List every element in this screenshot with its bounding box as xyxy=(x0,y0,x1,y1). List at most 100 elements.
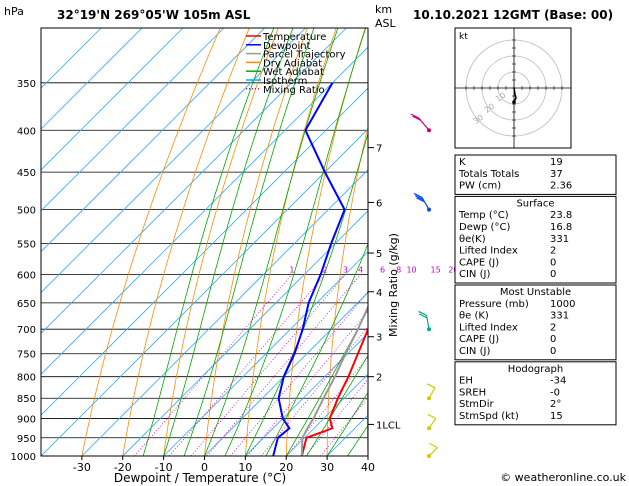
surface-row-value: 0 xyxy=(550,257,556,268)
sounding-datetime: 10.10.2021 12GMT (Base: 00) xyxy=(413,8,613,22)
surface-title: Surface xyxy=(516,198,554,209)
surface-row-value: 2 xyxy=(550,246,556,257)
legend-label: Dry Adiabat xyxy=(263,58,322,69)
indices-row-label: PW (cm) xyxy=(459,181,501,192)
pressure-tick-label: 350 xyxy=(17,79,36,90)
wet-adiabat-line xyxy=(285,308,368,456)
wet-adiabat-line xyxy=(204,28,339,456)
surface-row-label: Temp (°C) xyxy=(458,210,509,221)
x-tick-label: 20 xyxy=(279,461,293,474)
wind-barb-staff xyxy=(428,387,436,399)
hodograph-table-row-value: 2° xyxy=(550,399,561,410)
wind-barb-feather xyxy=(427,413,437,419)
wind-barbs xyxy=(410,113,438,458)
isotherm-line xyxy=(41,128,368,456)
legend-label: Isotherm xyxy=(263,76,307,87)
dry-adiabat-line xyxy=(407,28,453,456)
mixing-ratio-label: 3 xyxy=(343,265,348,274)
mixing-ratio-label: 8 xyxy=(396,265,401,274)
indices-row-value: 37 xyxy=(550,169,563,180)
mixing-ratio-label: 20 xyxy=(448,265,458,274)
hodograph-storm-motion xyxy=(512,100,516,104)
legend-label: Wet Adiabat xyxy=(263,67,324,78)
surface-box xyxy=(454,195,617,284)
dewpoint-line xyxy=(272,82,346,456)
wind-barb-staff xyxy=(428,447,438,457)
mixing-ratio-axis-label: Mixing Ratio (g/kg) xyxy=(387,233,400,337)
x-tick-label: -20 xyxy=(114,461,132,474)
wet-adiabat-line xyxy=(265,242,368,456)
most-unstable-row-label: Pressure (mb) xyxy=(459,299,529,310)
isotherm-line xyxy=(41,87,368,416)
surface-row-label: CIN (J) xyxy=(459,269,490,280)
surface-row-label: Lifted Index xyxy=(459,246,518,257)
most-unstable-row-value: 2 xyxy=(550,322,556,333)
hodograph-table-row-value: -0 xyxy=(550,387,560,398)
hodograph-table-row-value: -34 xyxy=(550,376,566,387)
wind-barb-staff xyxy=(428,418,437,429)
km-unit-label: km xyxy=(375,3,392,16)
most-unstable-row-value: 0 xyxy=(550,346,556,357)
mixing-ratio-line xyxy=(305,378,368,456)
wind-barb-feather xyxy=(413,192,423,199)
pressure-tick-label: 400 xyxy=(17,126,36,137)
isotherm-line xyxy=(245,332,368,456)
x-tick-label: 30 xyxy=(320,461,334,474)
mixing-ratio-line xyxy=(169,274,326,456)
km-tick-label: 4 xyxy=(376,288,382,299)
hodograph-table-row-value: 15 xyxy=(550,411,563,422)
pressure-tick-label: 550 xyxy=(17,239,36,250)
surface-row-value: 16.8 xyxy=(550,222,572,233)
isotherm-line xyxy=(285,373,368,456)
hodograph-table-title: Hodograph xyxy=(508,364,563,375)
mixing-ratio-label: 10 xyxy=(406,265,416,274)
wind-barb-feather xyxy=(426,383,436,389)
pressure-tick-label: 750 xyxy=(17,350,36,361)
pressure-tick-label: 650 xyxy=(17,299,36,310)
pressure-tick-label: 950 xyxy=(17,434,36,445)
surface-row-label: Dewp (°C) xyxy=(459,222,510,233)
skewt-series xyxy=(272,82,368,456)
wind-barb-feather xyxy=(412,115,421,121)
isotherm-line xyxy=(41,28,265,253)
surface-row-label: θe(K) xyxy=(459,234,486,245)
dry-adiabat-line xyxy=(163,28,279,456)
x-tick-label: -10 xyxy=(155,461,173,474)
most-unstable-title: Most Unstable xyxy=(500,287,571,298)
parcel-trajectory-line xyxy=(300,304,368,456)
wind-barb-feather xyxy=(418,313,428,319)
isotherm-line xyxy=(81,169,368,456)
indices-box xyxy=(454,154,617,195)
legend-label: Dewpoint xyxy=(263,41,311,52)
pressure-tick-label: 850 xyxy=(17,394,36,405)
mixing-ratio-label: 6 xyxy=(380,265,385,274)
station-location: 32°19'N 269°05'W 105m ASL xyxy=(57,8,251,22)
isotherm-line xyxy=(41,28,225,212)
skewt-axes: 1234681015202535040045050055060065070075… xyxy=(11,79,473,474)
mixing-ratio-line xyxy=(286,356,368,456)
indices-row-value: 19 xyxy=(550,157,563,168)
wet-adiabat-line xyxy=(183,28,315,456)
pressure-tick-label: 800 xyxy=(17,373,36,384)
hodograph-trace xyxy=(513,87,517,103)
pressure-tick-label: 900 xyxy=(17,415,36,426)
wet-adiabat-line xyxy=(163,28,294,456)
mixing-ratio-label: 1 xyxy=(289,265,294,274)
most-unstable-row-label: θe (K) xyxy=(459,311,489,322)
wet-adiabat-line xyxy=(326,391,368,456)
dry-adiabat-line xyxy=(618,28,629,456)
asl-unit-label: ASL xyxy=(375,17,397,30)
isotherm-line xyxy=(163,251,368,456)
indices-row-label: Totals Totals xyxy=(458,169,519,180)
wet-adiabat-line xyxy=(306,354,368,456)
dry-adiabat-line xyxy=(326,125,368,456)
km-tick-label: 2 xyxy=(376,373,382,384)
mixing-ratio-line xyxy=(134,274,293,456)
hodograph-table-box xyxy=(454,361,617,426)
indices-row-label: K xyxy=(459,157,466,168)
most-unstable-row-value: 1000 xyxy=(550,299,575,310)
surface-row-label: CAPE (J) xyxy=(459,257,499,268)
hodograph-table-row-label: EH xyxy=(459,376,473,387)
km-tick-label: 1LCL xyxy=(376,420,401,431)
